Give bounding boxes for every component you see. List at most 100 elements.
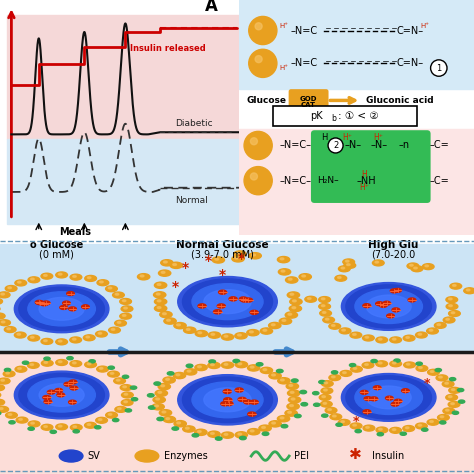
Text: o Glucose: o Glucose (30, 240, 83, 250)
Circle shape (451, 389, 455, 391)
Bar (7, 138, 239, 224)
Text: Normal Glucose: Normal Glucose (176, 240, 269, 250)
Circle shape (158, 392, 162, 393)
Circle shape (118, 321, 121, 323)
Circle shape (390, 428, 401, 433)
Text: –N–: –N– (345, 140, 362, 150)
Circle shape (166, 378, 169, 380)
Circle shape (6, 372, 9, 374)
Circle shape (36, 301, 44, 305)
Circle shape (0, 313, 5, 319)
Circle shape (302, 275, 306, 277)
Circle shape (355, 380, 422, 414)
Circle shape (346, 285, 431, 328)
Circle shape (70, 361, 82, 366)
Circle shape (73, 275, 76, 277)
Text: –N=C: –N=C (291, 26, 318, 36)
Circle shape (285, 410, 297, 416)
Circle shape (378, 338, 382, 340)
Text: (7.0-20.0: (7.0-20.0 (371, 249, 416, 259)
Circle shape (0, 299, 2, 304)
Circle shape (64, 382, 72, 386)
Text: ✱: ✱ (349, 447, 362, 462)
Circle shape (394, 359, 400, 362)
Circle shape (0, 292, 10, 298)
Circle shape (365, 364, 368, 365)
Circle shape (290, 405, 293, 407)
Circle shape (280, 258, 284, 260)
Circle shape (87, 363, 91, 365)
Circle shape (442, 381, 454, 387)
Circle shape (429, 329, 433, 331)
Circle shape (346, 264, 350, 265)
Circle shape (71, 424, 82, 430)
Circle shape (326, 319, 329, 320)
Circle shape (434, 322, 446, 328)
Circle shape (416, 423, 427, 429)
Circle shape (404, 362, 415, 368)
Circle shape (338, 266, 350, 272)
Circle shape (376, 302, 383, 306)
Circle shape (30, 337, 34, 338)
Circle shape (392, 308, 400, 312)
Circle shape (58, 273, 62, 275)
Circle shape (14, 285, 109, 333)
Circle shape (185, 427, 189, 429)
Circle shape (392, 362, 396, 364)
Text: –n: –n (399, 140, 410, 150)
Text: SV: SV (88, 451, 100, 461)
Circle shape (7, 328, 10, 330)
Circle shape (414, 267, 417, 269)
Circle shape (256, 363, 263, 366)
Circle shape (221, 401, 229, 406)
Circle shape (272, 422, 275, 424)
Circle shape (224, 335, 228, 337)
Circle shape (346, 376, 431, 419)
Circle shape (156, 398, 159, 400)
Circle shape (379, 428, 382, 430)
Circle shape (225, 401, 233, 406)
Circle shape (120, 384, 132, 391)
Circle shape (6, 412, 18, 418)
Circle shape (19, 419, 22, 420)
Circle shape (70, 337, 82, 343)
Circle shape (15, 366, 27, 372)
Circle shape (276, 369, 283, 373)
Circle shape (341, 421, 345, 422)
Circle shape (131, 398, 137, 401)
Circle shape (248, 412, 256, 416)
Circle shape (286, 383, 299, 389)
Circle shape (110, 373, 114, 374)
Circle shape (292, 379, 298, 383)
Text: *: * (238, 252, 246, 265)
Circle shape (390, 361, 401, 367)
Text: Enzymes: Enzymes (164, 451, 207, 461)
Circle shape (380, 303, 387, 307)
Circle shape (56, 424, 67, 430)
Circle shape (167, 319, 170, 321)
Circle shape (449, 378, 456, 381)
Circle shape (325, 408, 337, 413)
Circle shape (324, 382, 328, 384)
Circle shape (178, 374, 277, 425)
Circle shape (341, 267, 345, 269)
Circle shape (41, 338, 53, 345)
Circle shape (263, 369, 267, 371)
Circle shape (87, 277, 91, 279)
Circle shape (250, 138, 257, 145)
Circle shape (249, 253, 261, 259)
Circle shape (448, 401, 460, 407)
Circle shape (31, 422, 34, 424)
Circle shape (353, 424, 356, 426)
Circle shape (411, 266, 423, 272)
Circle shape (124, 307, 128, 309)
Text: H₂N–: H₂N– (317, 176, 338, 185)
Circle shape (164, 261, 167, 263)
Circle shape (18, 368, 21, 369)
Circle shape (250, 331, 253, 333)
Circle shape (158, 270, 171, 276)
Circle shape (155, 305, 167, 311)
Circle shape (221, 362, 234, 368)
Circle shape (364, 397, 372, 401)
Circle shape (235, 257, 238, 259)
